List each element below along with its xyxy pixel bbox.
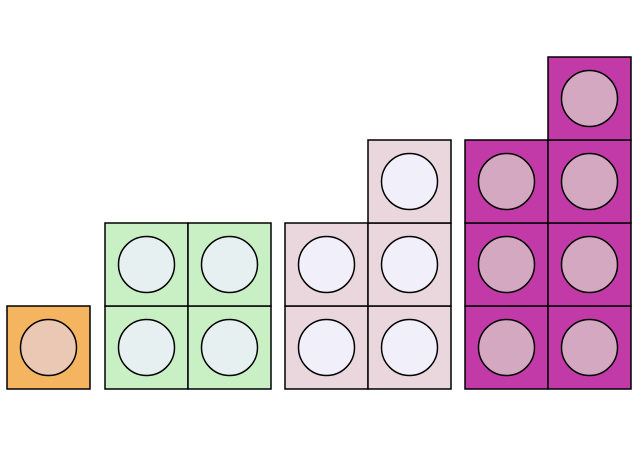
cube: [187, 305, 272, 390]
cube-circle: [200, 235, 259, 294]
cube-circle: [19, 318, 78, 377]
cube-circle: [297, 235, 356, 294]
group-3: [284, 139, 452, 390]
group-4: [464, 56, 632, 390]
cube: [284, 305, 369, 390]
group-1: [6, 305, 91, 390]
cube: [547, 139, 632, 224]
cube-circle: [380, 152, 439, 211]
cube: [187, 222, 272, 307]
cube: [547, 222, 632, 307]
cube-circle: [477, 318, 536, 377]
cube: [367, 222, 452, 307]
cube: [104, 222, 189, 307]
cube: [367, 139, 452, 224]
cube: [464, 139, 549, 224]
cube: [464, 305, 549, 390]
cube-circle: [560, 318, 619, 377]
cube: [6, 305, 91, 390]
cube-circle: [117, 235, 176, 294]
cube: [547, 56, 632, 141]
cube: [284, 222, 369, 307]
group-2: [104, 222, 272, 390]
cube-circle: [560, 69, 619, 128]
cube: [367, 305, 452, 390]
cube-circle: [560, 235, 619, 294]
cube-circle: [297, 318, 356, 377]
cube-circle: [117, 318, 176, 377]
cube-circle: [560, 152, 619, 211]
cube: [104, 305, 189, 390]
cube-circle: [200, 318, 259, 377]
cube-circle: [380, 318, 439, 377]
cube-circle: [477, 235, 536, 294]
cube-circle: [380, 235, 439, 294]
cube: [547, 305, 632, 390]
cube-circle: [477, 152, 536, 211]
cube: [464, 222, 549, 307]
